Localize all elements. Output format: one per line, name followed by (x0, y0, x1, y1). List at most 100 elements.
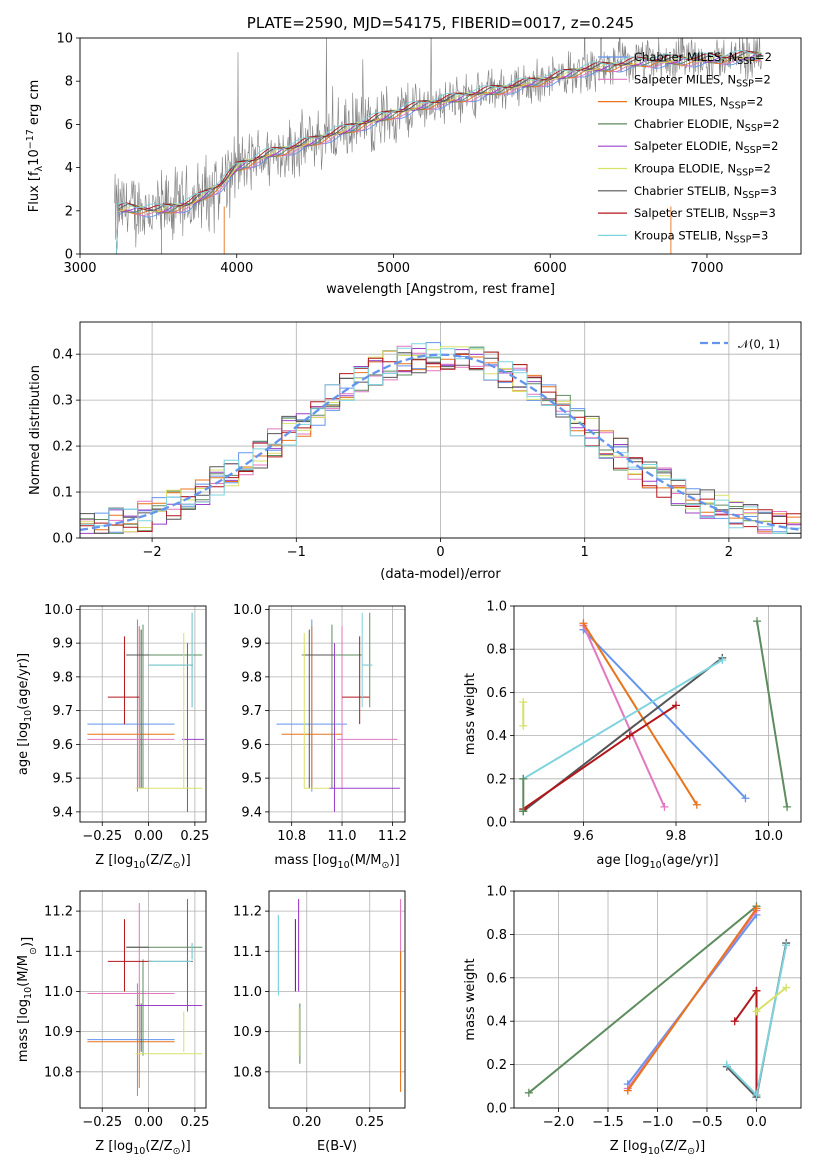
label-part: Z [log (610, 1139, 648, 1154)
residual-histogram-8 (79, 351, 801, 538)
x-axis-label: wavelength [Angstrom, rest frame] (326, 282, 555, 297)
label-part: )] (181, 1139, 191, 1154)
y-tick-label: 0.1 (52, 486, 73, 501)
legend-entry: Chabrier STELIB, NSSP=3 (634, 184, 777, 201)
y-axis-label: Normed distribution (28, 365, 43, 495)
weight-marker-3 (579, 619, 588, 628)
weight-marker-5 (519, 721, 528, 730)
x-axis-label: age [log10(age/yr)] (596, 853, 718, 871)
label-part: =3 (760, 184, 777, 198)
label-part: mass [log (274, 853, 337, 868)
label-part: (Z/Z (145, 1139, 172, 1154)
y-tick-label: 8 (65, 75, 73, 90)
weight-line-4 (756, 620, 789, 808)
model-spectrum-8 (114, 50, 762, 254)
y-tick-label: 0.6 (486, 971, 507, 986)
y-tick-label: 0.2 (52, 440, 73, 455)
axes-frame (268, 605, 406, 823)
y-tick-label: 0.0 (52, 532, 73, 547)
x-axis-label: E(B-V) (317, 1139, 357, 1154)
x-tick-label: 5000 (377, 261, 410, 276)
x-axis-label: Z [log10(Z/Z⊙)] (610, 1139, 705, 1157)
y-tick-label: 0.4 (486, 1015, 507, 1030)
x-axis-label: (data-model)/error (380, 567, 501, 582)
label-part: 10 (133, 860, 145, 871)
model-spectrum-1 (114, 57, 762, 254)
label-part: ⊙ (173, 1146, 181, 1157)
label-part: ⊙ (173, 860, 181, 871)
age-vs-mass-panel: 10.8 11.0 11.2 9.4 9.5 9.6 9.7 9.8 9.9 10.0 mass [… (233, 603, 407, 871)
y-tick-label: 9.6 (241, 738, 262, 753)
label-part: (Z/Z (145, 853, 172, 868)
label-part: Kroupa ELODIE, N (634, 162, 736, 176)
label-part: ⊙ (382, 860, 390, 871)
label-part: )] (390, 853, 400, 868)
y-tick-label: 6 (65, 118, 73, 133)
label-part: 10 (133, 1146, 145, 1157)
x-tick-label: 0.0 (746, 1115, 767, 1130)
label-part: Chabrier ELODIE, N (634, 117, 745, 131)
label-part: )] (181, 853, 191, 868)
y-tick-label: 0.8 (486, 928, 507, 943)
y-tick-label: 10.0 (233, 603, 262, 618)
residual-histogram-7 (79, 352, 801, 538)
y-tick-label: 9.9 (52, 637, 73, 652)
label-part: Flux [f (27, 171, 42, 212)
axes-frame (268, 890, 406, 1109)
weight-marker-9 (752, 1007, 761, 1016)
weight-marker-9 (782, 983, 791, 992)
label-part: (age/yr)] (662, 853, 719, 868)
weight-marker-8 (722, 1060, 731, 1069)
label-part: 10 (23, 710, 34, 722)
label-part: Kroupa STELIB, N (634, 228, 734, 242)
label-part: SSP (742, 190, 760, 201)
y-tick-label: 10.8 (44, 1065, 73, 1080)
weight-line-8 (522, 659, 723, 780)
label-part: =2 (746, 95, 763, 109)
label-part: age [log (596, 853, 649, 868)
label-part: Chabrier MILES, N (634, 50, 737, 64)
x-axis-label: Z [log10(Z/Z⊙)] (95, 853, 190, 871)
x-tick-label: 11.0 (328, 829, 357, 844)
y-tick-label: 0.3 (52, 394, 73, 409)
y-tick-label: 10.8 (233, 1065, 262, 1080)
y-tick-label: 0.2 (486, 772, 507, 787)
x-axis-label: mass [log10(M/M⊙)] (274, 853, 399, 871)
label-part: =2 (754, 72, 771, 86)
y-axis-label: age [log10(age/yr)] (16, 653, 34, 775)
weight-marker-7 (625, 731, 634, 740)
weight-marker-8 (718, 656, 727, 664)
label-part: Z [log (95, 853, 133, 868)
axes-frame (79, 605, 207, 823)
y-tick-label: 0.0 (486, 1102, 507, 1117)
x-tick-label: 3000 (63, 261, 96, 276)
label-part: 10 (338, 860, 350, 871)
x-tick-label: −1.5 (592, 1115, 624, 1130)
legend-entry: 𝒩(0, 1) (738, 337, 780, 351)
x-tick-label: −2.0 (543, 1115, 575, 1130)
x-tick-label: 1 (581, 545, 589, 560)
legend-entry: Chabrier MILES, NSSP=2 (634, 50, 772, 67)
legend-entry: Kroupa STELIB, NSSP=3 (634, 228, 768, 245)
x-tick-label: 0.00 (134, 829, 163, 844)
label-part: 10 (650, 860, 662, 871)
label-part: =2 (761, 139, 778, 153)
y-axis-label: Flux [fλ10−17 erg cm (25, 80, 45, 213)
weight-line-9 (755, 986, 787, 1013)
x-tick-label: −0.25 (82, 829, 122, 844)
model-spectrum-2 (114, 57, 762, 254)
label-part: 10 (648, 1146, 660, 1157)
grid (269, 891, 405, 1108)
legend-entry: Salpeter MILES, NSSP=2 (634, 72, 771, 89)
y-tick-label: 10.9 (233, 1025, 262, 1040)
x-tick-label: 0.00 (134, 1115, 163, 1130)
label-part: Z [log (95, 1139, 133, 1154)
legend-entry: Chabrier ELODIE, NSSP=2 (634, 117, 780, 134)
y-tick-label: 9.7 (241, 704, 262, 719)
weight-marker-9 (519, 774, 528, 783)
x-tick-label: 6000 (534, 261, 567, 276)
grid (514, 890, 801, 1109)
